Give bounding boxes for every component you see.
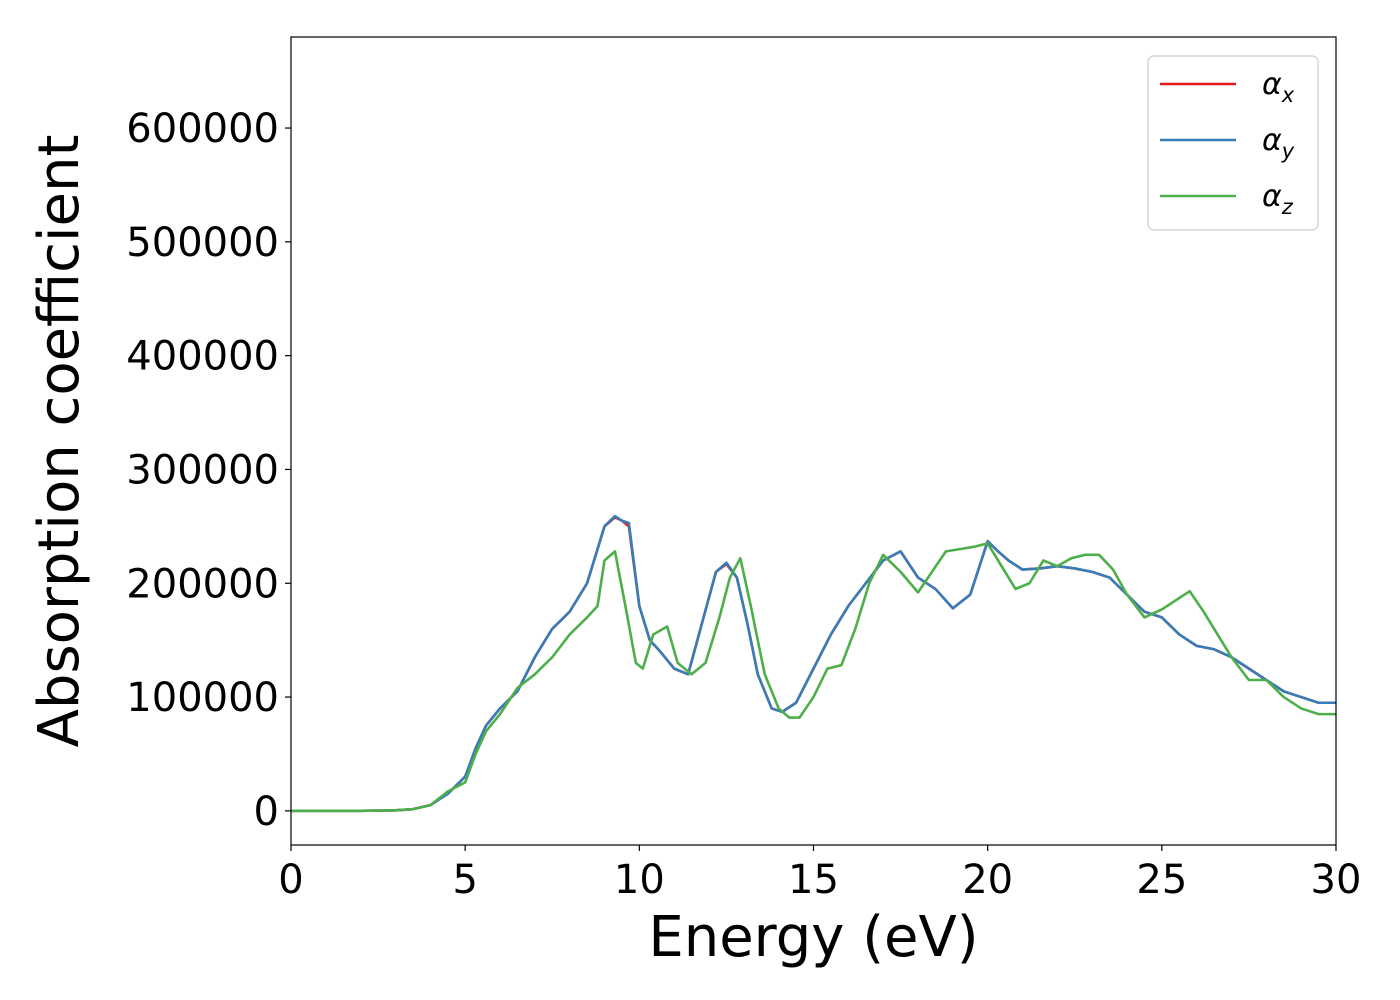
x-axis-ticks: 0 5 10 15 20 25 30 (278, 845, 1361, 903)
x-tick-label: 0 (278, 857, 303, 903)
y-tick-label: 100000 (126, 675, 279, 721)
series-line-z (291, 542, 1336, 813)
legend-subscript: x (1281, 83, 1295, 107)
legend-label-x: αx (1262, 67, 1295, 107)
y-tick-label: 200000 (126, 561, 279, 607)
x-tick-label: 10 (614, 857, 665, 903)
y-tick-label: 600000 (126, 106, 279, 152)
x-tick-label: 20 (962, 857, 1013, 903)
x-tick-label: 15 (788, 857, 839, 903)
legend-box (1147, 55, 1319, 231)
legend-subscript: z (1281, 195, 1294, 219)
legend-symbol: α (1262, 67, 1282, 102)
y-tick-label: 300000 (126, 447, 279, 493)
x-tick-label: 25 (1136, 857, 1187, 903)
y-tick-label: 400000 (126, 334, 279, 380)
legend-label-y: αy (1262, 123, 1295, 163)
x-tick-label: 5 (452, 857, 477, 903)
y-axis-ticks: 0 100000 200000 300000 400000 500000 600000 (126, 106, 291, 835)
x-tick-label: 30 (1311, 857, 1362, 903)
y-axis-title: Absorption coefficient (27, 135, 92, 748)
plot-lines (291, 514, 1336, 813)
legend-subscript: y (1281, 139, 1295, 163)
y-tick-label: 0 (254, 789, 279, 835)
x-axis-title: Energy (eV) (648, 905, 978, 970)
legend-symbol: α (1262, 123, 1282, 158)
y-tick-label: 500000 (126, 220, 279, 266)
legend-symbol: α (1262, 179, 1282, 214)
legend-label-z: αz (1262, 179, 1294, 219)
